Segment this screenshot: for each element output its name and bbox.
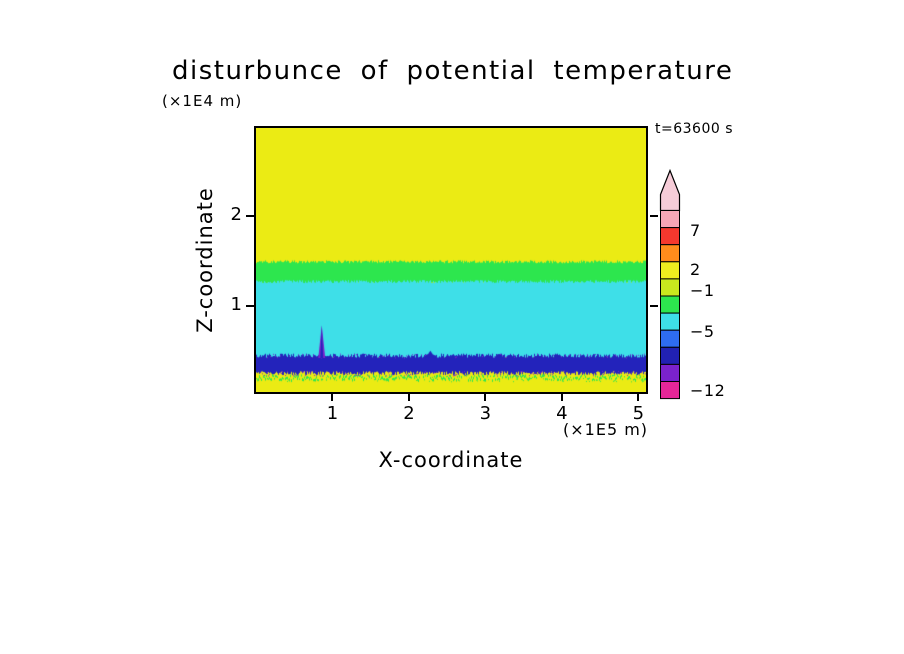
- y-tick-right: [650, 304, 658, 307]
- colorbar-segment: [659, 329, 680, 348]
- x-tick-label: 5: [632, 403, 645, 424]
- y-tick-left: [246, 215, 254, 217]
- colorbar-segment: [659, 260, 680, 279]
- colorbar-segment: [659, 226, 680, 245]
- x-tick: [484, 394, 487, 401]
- chart-title: disturbunce of potential temperature: [172, 56, 734, 86]
- colorbar-segment: [659, 295, 680, 314]
- x-tick-label: 4: [556, 403, 568, 424]
- colorbar-label: 7: [690, 220, 701, 240]
- timestamp-label: t=63600 s: [655, 121, 733, 137]
- x-tick-label: 1: [326, 403, 339, 424]
- colorbar-label: −1: [690, 280, 715, 300]
- y-tick-right: [650, 215, 658, 217]
- y-tick-left: [246, 304, 254, 307]
- colorbar-scale: [659, 168, 680, 399]
- colorbar-segment: [659, 380, 680, 399]
- y-tick-label: 2: [230, 204, 242, 225]
- colorbar-segment: [659, 312, 680, 331]
- colorbar-label: 2: [690, 260, 701, 280]
- x-axis-title: X-coordinate: [378, 448, 524, 472]
- colorbar-segment: [659, 346, 680, 365]
- x-tick-label: 3: [479, 403, 492, 424]
- y-axis-unit-label: (×1E4 m): [162, 92, 243, 110]
- x-axis-unit-label: (×1E5 m): [563, 420, 649, 439]
- x-tick: [637, 394, 640, 401]
- plot-frame: [254, 126, 648, 394]
- heatmap-canvas: [256, 128, 646, 392]
- y-tick-label: 1: [230, 293, 242, 315]
- colorbar-label: −5: [690, 322, 715, 342]
- x-tick-label: 2: [403, 403, 415, 424]
- x-tick: [560, 394, 563, 401]
- colorbar-segment: [659, 209, 680, 228]
- x-tick: [407, 394, 410, 401]
- colorbar-segment: [659, 243, 680, 262]
- colorbar-segment: [659, 363, 680, 382]
- colorbar-segment: [659, 277, 680, 297]
- colorbar-label: −12: [690, 380, 726, 400]
- colorbar-overflow-arrow-icon: [659, 168, 680, 211]
- x-tick: [331, 394, 334, 401]
